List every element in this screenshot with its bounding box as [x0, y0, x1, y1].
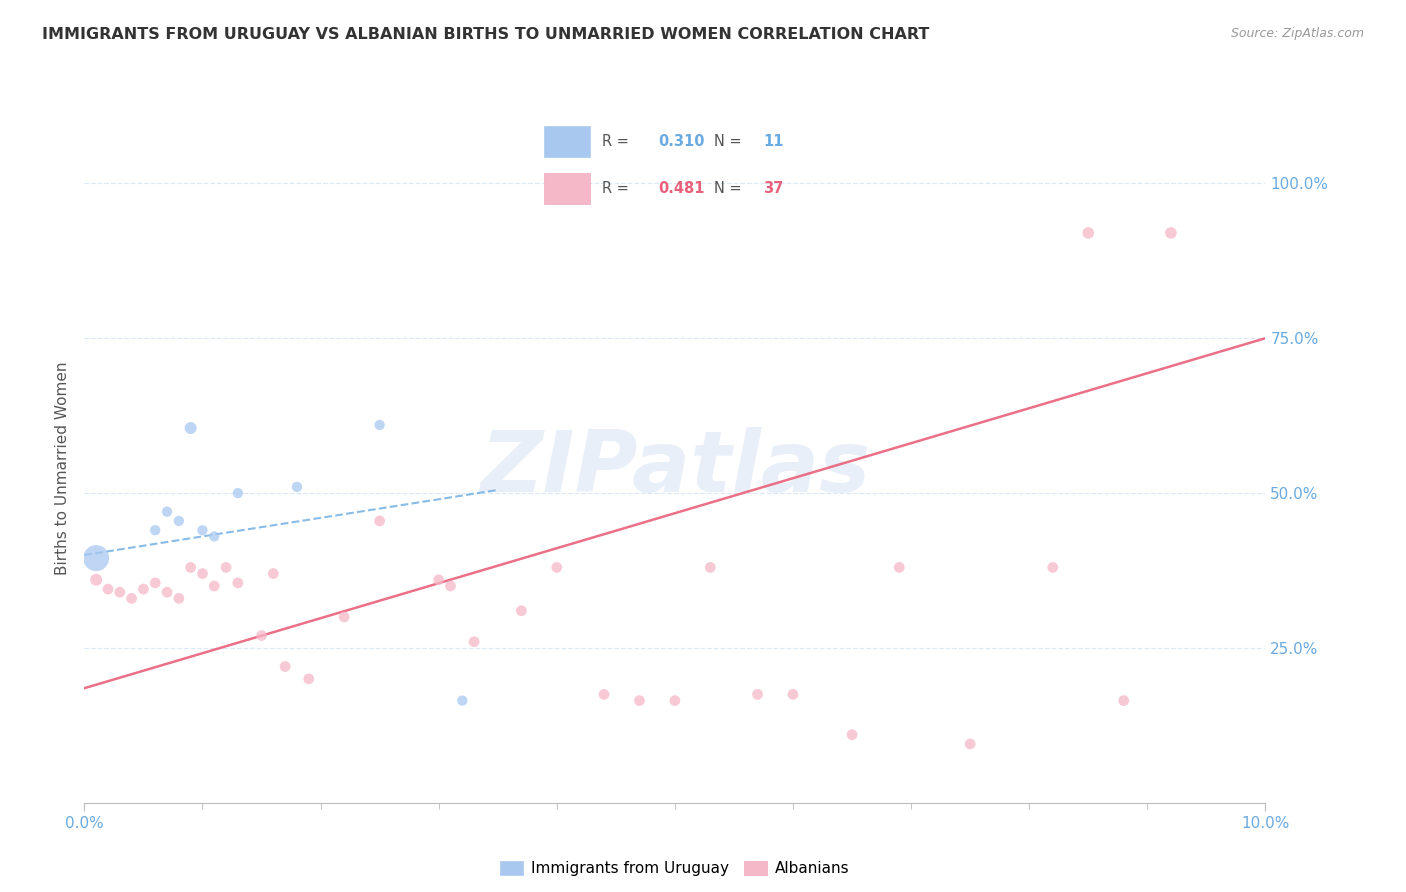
Point [285, 480, 308, 494]
Point [451, 693, 474, 707]
Point [747, 687, 769, 701]
Point [274, 659, 297, 673]
Y-axis label: Births to Unmarried Women: Births to Unmarried Women [55, 361, 70, 575]
Point [1042, 560, 1064, 574]
FancyBboxPatch shape [544, 126, 591, 157]
Point [191, 566, 214, 581]
Point [167, 591, 190, 606]
Text: IMMIGRANTS FROM URUGUAY VS ALBANIAN BIRTHS TO UNMARRIED WOMEN CORRELATION CHART: IMMIGRANTS FROM URUGUAY VS ALBANIAN BIRT… [42, 27, 929, 42]
Point [226, 575, 249, 590]
Point [180, 421, 202, 435]
Point [167, 514, 190, 528]
Point [1160, 226, 1182, 240]
Text: Source: ZipAtlas.com: Source: ZipAtlas.com [1230, 27, 1364, 40]
Point [368, 514, 391, 528]
Point [84, 573, 107, 587]
Text: N =: N = [714, 181, 741, 196]
Point [226, 486, 249, 500]
Point [1112, 693, 1135, 707]
Point [782, 687, 804, 701]
Point [463, 634, 485, 648]
Point [202, 529, 225, 543]
Point [262, 566, 284, 581]
Point [510, 604, 533, 618]
Text: 37: 37 [763, 181, 783, 196]
Legend: Immigrants from Uruguay, Albanians: Immigrants from Uruguay, Albanians [495, 855, 855, 882]
Point [156, 585, 179, 599]
Point [664, 693, 686, 707]
Point [959, 737, 981, 751]
Point [132, 582, 155, 596]
Point [368, 417, 391, 432]
Point [143, 523, 166, 537]
Point [97, 582, 120, 596]
Point [298, 672, 321, 686]
Point [143, 575, 166, 590]
Point [250, 629, 273, 643]
Point [121, 591, 143, 606]
Text: R =: R = [602, 181, 630, 196]
Point [593, 687, 616, 701]
Point [628, 693, 651, 707]
Text: N =: N = [714, 134, 741, 149]
Point [427, 573, 450, 587]
Point [889, 560, 911, 574]
Point [180, 560, 202, 574]
Point [439, 579, 461, 593]
Point [108, 585, 131, 599]
Text: 0.481: 0.481 [658, 181, 704, 196]
Point [333, 610, 356, 624]
Point [546, 560, 568, 574]
Point [202, 579, 225, 593]
Text: R =: R = [602, 134, 630, 149]
Point [699, 560, 721, 574]
Text: 0.310: 0.310 [658, 134, 704, 149]
FancyBboxPatch shape [544, 173, 591, 204]
Point [215, 560, 238, 574]
Point [84, 551, 107, 566]
Point [841, 728, 863, 742]
Text: 11: 11 [763, 134, 783, 149]
Text: ZIPatlas: ZIPatlas [479, 426, 870, 510]
Point [156, 505, 179, 519]
Point [191, 523, 214, 537]
Point [1077, 226, 1099, 240]
